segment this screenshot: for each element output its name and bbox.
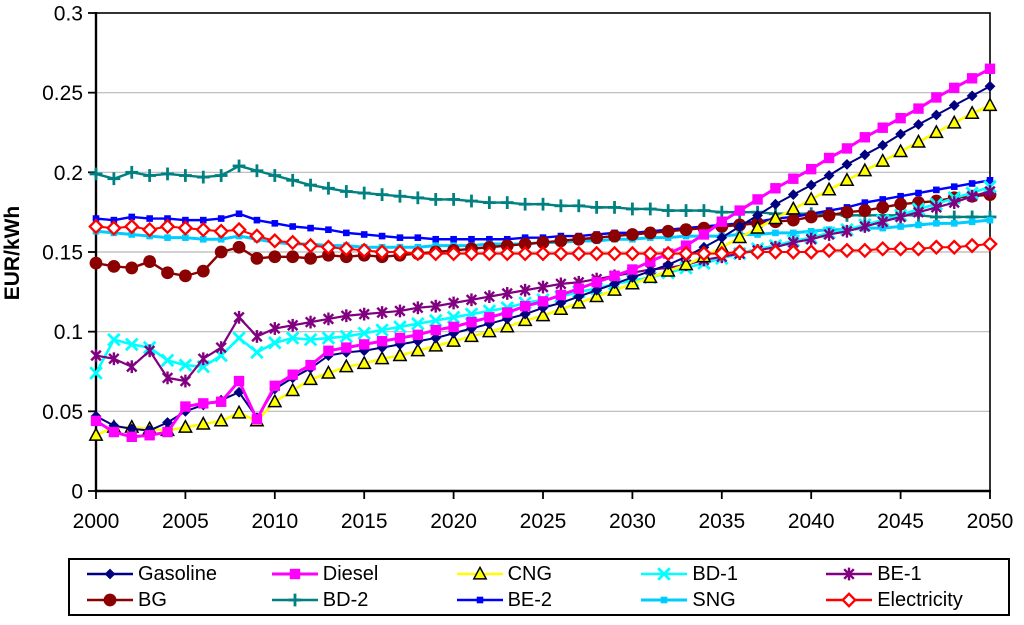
series-line-cng [95, 104, 991, 437]
series-markers-diesel [90, 63, 996, 443]
x-tick-label: 2005 [162, 510, 209, 533]
legend-item-diesel: Diesel [269, 563, 454, 585]
y-tick-label: 0.1 [54, 321, 83, 344]
y-tick-label: 0.25 [42, 82, 83, 105]
x-tick-label: 2000 [73, 510, 120, 533]
legend-label-sng: SNG [692, 589, 736, 611]
legend-label-be-2: BE-2 [507, 589, 553, 611]
series-markers-cng [88, 97, 998, 441]
legend-swatch-bd-2 [271, 593, 318, 607]
legend-item-cng: CNG [454, 563, 639, 585]
legend-label-electricity: Electricity [877, 589, 963, 611]
x-axis-labels: 2000 2005 2010 2015 2020 2025 2030 2035 2040 2045… [73, 491, 1014, 533]
legend-label-cng: CNG [507, 563, 553, 585]
legend-swatch-sng [641, 596, 688, 604]
legend-label-bg: BG [138, 589, 167, 611]
y-tick-label: 0.05 [42, 401, 83, 424]
legend-swatch-bg [87, 593, 133, 607]
y-tick-label: 0.2 [54, 162, 83, 185]
legend-label-be-1: BE-1 [877, 563, 922, 585]
legend-label-gasoline: Gasoline [138, 563, 217, 585]
y-tick-label: 0.15 [42, 242, 83, 265]
x-tick-label: 2010 [251, 510, 298, 533]
legend-swatch-electricity [826, 592, 873, 608]
x-tick-label: 2035 [698, 510, 745, 533]
chart-legend: Gasoline Diesel CNG BD-1 BE-1 BG BD-2 BE-2 SNG El… [68, 558, 1010, 616]
x-tick-label: 2045 [877, 510, 924, 533]
x-tick-label: 2015 [341, 510, 388, 533]
legend-item-bg: BG [84, 589, 269, 611]
legend-swatch-cng [456, 565, 503, 580]
legend-swatch-be-1 [826, 567, 873, 581]
x-tick-label: 2020 [430, 510, 477, 533]
legend-item-bd-1: BD-1 [638, 563, 823, 585]
x-tick-label: 2050 [967, 510, 1014, 533]
legend-label-diesel: Diesel [322, 563, 379, 585]
series-markers-electricity [88, 218, 998, 262]
legend-item-be-2: BE-2 [454, 589, 639, 611]
legend-item-sng: SNG [638, 589, 823, 611]
legend-swatch-gasoline [87, 568, 133, 580]
y-axis-title: EUR/kWh [1, 205, 24, 301]
x-tick-label: 2025 [520, 510, 567, 533]
legend-item-gasoline: Gasoline [84, 563, 269, 585]
y-tick-label: 0 [71, 481, 83, 504]
legend-item-be-1: BE-1 [823, 563, 1008, 585]
legend-swatch-be-2 [456, 596, 503, 604]
legend-item-electricity: Electricity [823, 589, 1008, 611]
x-tick-label: 2040 [788, 510, 835, 533]
y-axis-labels: 0 0.05 0.1 0.15 0.2 0.25 0.3 [42, 3, 96, 504]
legend-label-bd-1: BD-1 [692, 563, 738, 585]
legend-swatch-bd-1 [641, 567, 688, 581]
y-tick-label: 0.3 [54, 3, 83, 26]
x-tick-label: 2030 [609, 510, 656, 533]
legend-swatch-diesel [271, 568, 318, 580]
legend-item-bd-2: BD-2 [269, 589, 454, 611]
legend-label-bd-2: BD-2 [322, 589, 369, 611]
